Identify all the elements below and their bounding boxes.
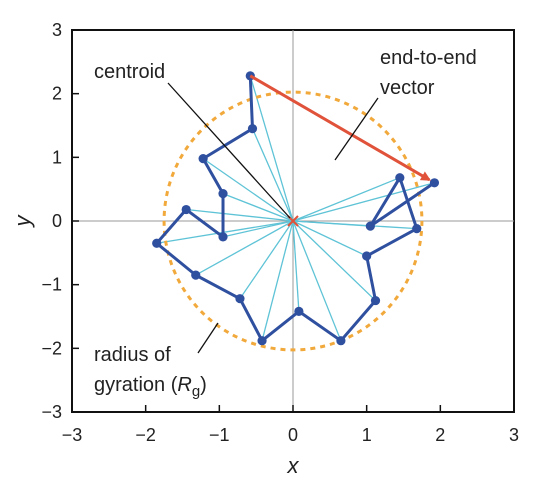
radius-leader-line [197, 322, 219, 354]
spoke-line [292, 220, 376, 302]
chain-bead [191, 270, 201, 280]
y-tick-label: −1 [41, 275, 62, 295]
gyration-circle [162, 90, 424, 352]
x-tick-label: 3 [509, 425, 519, 445]
chain-beads [152, 71, 440, 346]
x-axis-title: x [287, 453, 300, 478]
spoke-line [195, 220, 294, 276]
y-axis-ticks [72, 29, 79, 413]
chain-bead [218, 232, 228, 242]
spoke-line [186, 208, 294, 222]
chain-bead [395, 173, 405, 183]
y-tick-label: 1 [52, 147, 62, 167]
end-to-end-leader-line [334, 97, 379, 161]
y-tick-label: −3 [41, 402, 62, 422]
chain-bead [336, 336, 346, 346]
spoke-line [156, 220, 294, 244]
x-tick-label: −1 [209, 425, 230, 445]
chain-bead [294, 306, 304, 317]
chain-bead [198, 154, 208, 164]
chain-bead [235, 294, 245, 304]
y-axis-title: y [10, 214, 35, 229]
chain-bead [257, 336, 267, 346]
chain-bead [152, 238, 162, 248]
chain-bead [218, 189, 228, 199]
spoke-line [292, 220, 371, 227]
chain-polyline [155, 75, 436, 343]
y-tick-label: −2 [41, 338, 62, 358]
x-tick-label: −2 [135, 425, 156, 445]
spoke-line [202, 158, 294, 222]
spoke-line [261, 220, 294, 341]
centroid-label: centroid [94, 61, 165, 83]
x-tick-label: 0 [288, 425, 298, 445]
x-axis-ticks [71, 405, 515, 412]
y-tick-label: 3 [52, 20, 62, 40]
spoke-lines [156, 75, 435, 341]
chain-bead [247, 124, 258, 134]
x-tick-label: 1 [362, 425, 372, 445]
end-to-end-label-line2: vector [380, 77, 435, 99]
y-tick-label: 0 [52, 211, 62, 231]
chain-bead [365, 221, 375, 231]
x-tick-label: −3 [62, 425, 83, 445]
spoke-line [292, 177, 401, 222]
spoke-line [292, 182, 435, 222]
y-tick-label: 2 [52, 84, 62, 104]
chain-bead [370, 295, 381, 306]
radius-label-line1: radius of [94, 344, 171, 366]
chain-bead [362, 251, 372, 261]
spoke-line [239, 220, 294, 300]
chain-bead [412, 224, 422, 234]
chain-bead [429, 178, 440, 188]
spoke-line [292, 220, 367, 257]
centroid-leader-line [167, 82, 291, 219]
spoke-line [222, 193, 294, 222]
spoke-line [222, 220, 294, 238]
spoke-line [292, 220, 300, 312]
spoke-line [251, 128, 294, 222]
centroid-x-stroke [287, 215, 299, 227]
end-to-end-label-line1: end-to-end [380, 47, 477, 69]
chain-bead [181, 204, 191, 215]
spoke-line [249, 75, 294, 222]
x-tick-label: 2 [435, 425, 445, 445]
end-to-end-vector-arrow [249, 74, 431, 182]
radius-label-line2: gyration (Rg) [94, 374, 207, 400]
spoke-line [292, 220, 342, 341]
